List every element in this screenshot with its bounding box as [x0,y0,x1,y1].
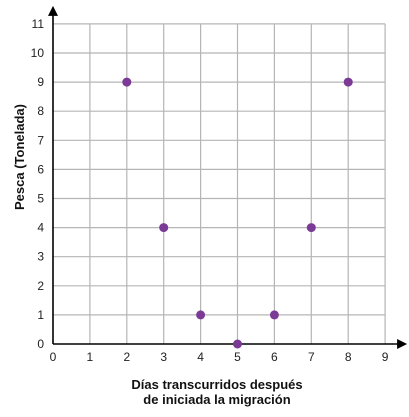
x-tick-label: 7 [308,350,315,364]
y-tick-label: 1 [37,308,44,322]
x-tick-labels: 0 1 2 3 4 5 6 7 8 9 [50,350,389,364]
y-tick-label: 7 [37,133,44,147]
data-point [343,77,353,87]
x-tick-label: 1 [87,350,94,364]
data-point [159,223,169,233]
y-axis-title: Pesca (Tonelada) [12,104,27,210]
x-tick-label: 8 [345,350,352,364]
y-tick-labels: 0 1 2 3 4 5 6 7 8 9 10 11 [31,17,45,351]
y-tick-label: 6 [37,162,44,176]
axes [48,5,408,349]
data-points [122,77,353,349]
x-axis-arrow [397,339,408,349]
y-tick-label: 10 [31,46,45,60]
y-tick-label: 9 [37,75,44,89]
y-tick-label: 11 [32,17,45,31]
x-axis-title-line-1: Días transcurridos después [131,377,302,392]
x-axis-title-line-2: de iniciada la migración [143,392,290,407]
y-axis-arrow [48,5,58,16]
y-tick-label: 4 [37,221,44,235]
y-tick-label: 5 [37,192,44,206]
data-point [122,77,132,87]
y-tick-label: 3 [37,250,44,264]
x-tick-label: 9 [382,350,389,364]
grid-lines [53,23,386,344]
data-point [233,339,242,349]
x-tick-label: 0 [50,350,57,364]
y-tick-label: 8 [37,104,44,118]
x-tick-label: 5 [234,350,241,364]
data-point [196,310,206,320]
y-tick-label: 2 [37,279,44,293]
data-point [269,310,279,320]
x-tick-label: 2 [123,350,130,364]
x-tick-label: 6 [271,350,278,364]
y-tick-label: 0 [37,337,44,351]
x-tick-label: 4 [197,350,204,364]
x-tick-label: 3 [160,350,167,364]
data-point [306,223,316,233]
